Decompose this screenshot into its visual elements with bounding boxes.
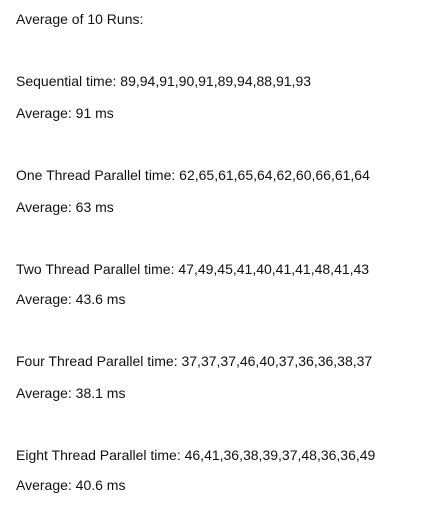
one-thread-times: One Thread Parallel time: 62,65,61,65,64…: [16, 167, 370, 183]
sequential-times: Sequential time: 89,94,91,90,91,89,94,88…: [16, 73, 312, 89]
one-thread-average: Average: 63 ms: [16, 199, 114, 215]
four-thread-average: Average: 38.1 ms: [16, 385, 126, 401]
two-thread-average: Average: 43.6 ms: [16, 291, 126, 307]
four-thread-times: Four Thread Parallel time: 37,37,37,46,4…: [16, 353, 373, 369]
results-header: Average of 10 Runs:: [16, 11, 144, 27]
two-thread-times: Two Thread Parallel time: 47,49,45,41,40…: [16, 261, 370, 277]
eight-thread-average: Average: 40.6 ms: [16, 477, 126, 493]
sequential-average: Average: 91 ms: [16, 105, 114, 121]
eight-thread-times: Eight Thread Parallel time: 46,41,36,38,…: [16, 447, 376, 463]
